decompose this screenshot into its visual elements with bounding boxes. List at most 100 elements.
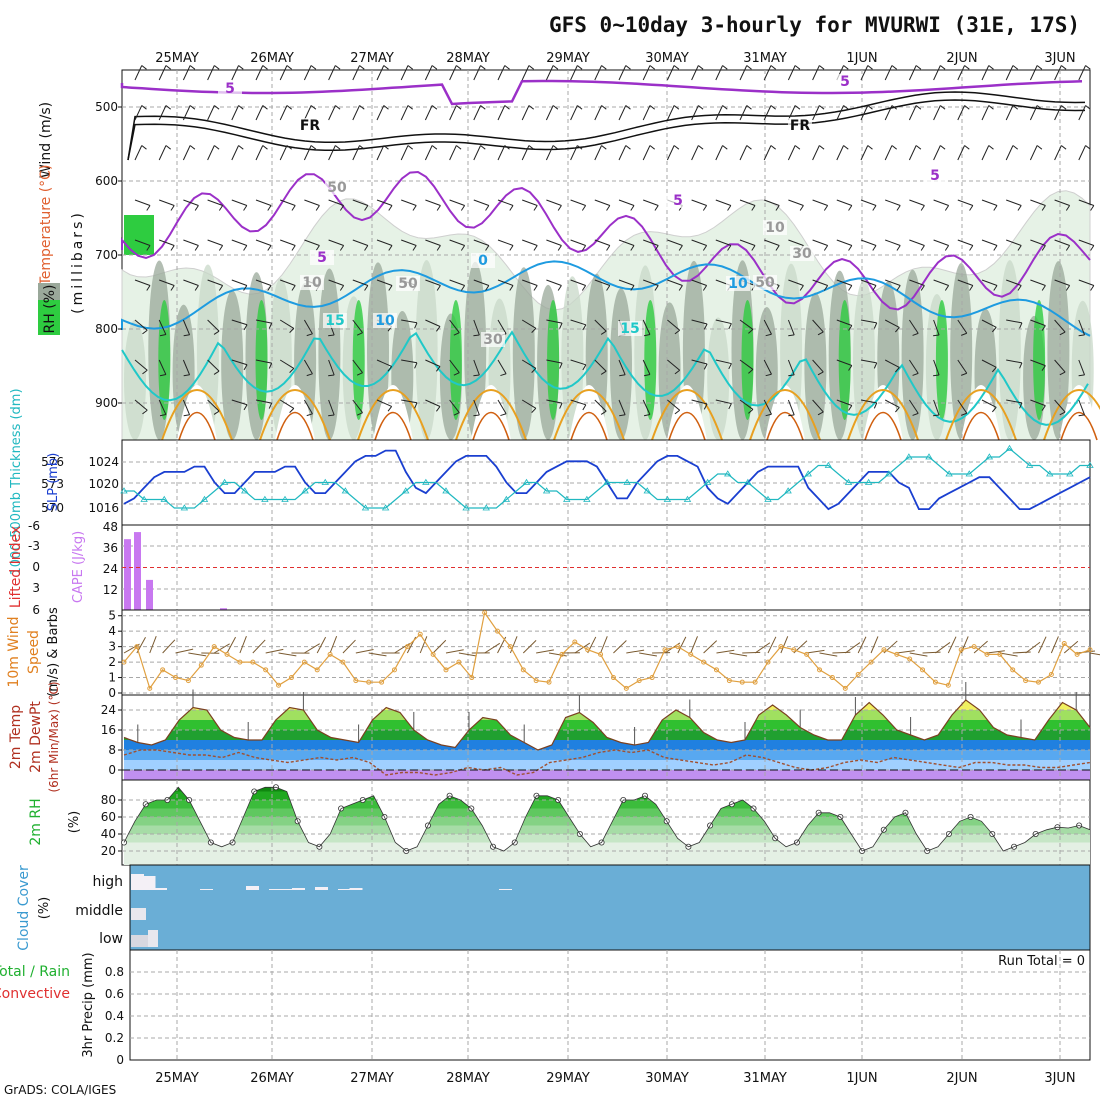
wind-barb	[691, 65, 699, 81]
wind-barb-flag	[310, 145, 317, 150]
wind-barb-flag	[1012, 105, 1018, 110]
wind-barb	[497, 239, 514, 246]
wind-barb-flag	[533, 205, 538, 211]
wind-barb-flag	[601, 65, 607, 70]
wind-barb	[570, 319, 587, 326]
wind-barb-flag	[243, 245, 248, 251]
wind-barb	[303, 319, 313, 335]
wind-barb	[1006, 239, 1022, 246]
wind-barb-flag	[823, 245, 829, 251]
wind-barb-flag	[387, 406, 393, 412]
wind10-barb	[484, 642, 501, 654]
contour-label: 5	[840, 74, 850, 90]
wind-barb-flag	[141, 145, 147, 150]
rh-blob	[221, 290, 244, 440]
cape-bar	[124, 539, 131, 610]
wind-barb	[545, 65, 554, 81]
wind-barb	[449, 145, 457, 161]
wind-barb	[860, 145, 869, 161]
y-tick-label: 0	[108, 763, 116, 777]
wind-barb-flag	[872, 285, 877, 291]
date-label: 25MAY	[155, 1071, 199, 1086]
wind10-point	[276, 682, 282, 688]
contour-20	[259, 389, 331, 441]
thickness-line	[124, 447, 1090, 509]
wind-barb	[134, 319, 148, 331]
contour-label: FR	[300, 118, 321, 134]
wind-barb	[255, 319, 272, 324]
wind-barb-flag	[262, 65, 268, 70]
wind-barb	[763, 105, 772, 121]
wind-barb	[909, 239, 925, 246]
wind-barb	[643, 239, 659, 246]
thickness-marker	[241, 487, 249, 494]
wind10-label-3: (m/s) & Barbs	[46, 607, 61, 697]
wind-barb-flag	[969, 245, 974, 251]
contour-label: 15	[620, 321, 639, 337]
wind-barb	[884, 145, 893, 161]
wind10-barb	[1063, 640, 1079, 654]
rh-green-column	[449, 300, 462, 420]
wind-barb-flag	[436, 366, 441, 372]
wind10-barb	[909, 652, 928, 657]
wind-barb	[328, 239, 344, 246]
contour-freezing	[127, 91, 1086, 161]
wind-barb	[134, 105, 143, 121]
wind-barb	[182, 105, 191, 121]
rh-blob	[901, 269, 924, 440]
wind10-barb	[1089, 652, 1100, 656]
wind-barb	[739, 105, 748, 121]
wind-barb-flag	[141, 105, 147, 110]
wind-barb	[642, 359, 651, 375]
wind-barb-flag	[867, 145, 873, 150]
wind-barb-flag	[473, 334, 480, 337]
wind10-point	[495, 628, 501, 634]
wind10-point	[804, 651, 810, 657]
contour-20	[1043, 389, 1100, 441]
wind10-point	[160, 667, 166, 673]
wind-barb-flag	[794, 105, 801, 110]
wind-barb	[182, 359, 191, 375]
precip-tick: 0.8	[105, 965, 124, 979]
wind-barb-flag	[1090, 205, 1095, 211]
wind-barb	[231, 199, 248, 206]
wind10-point	[211, 644, 217, 650]
wind-barb-flag	[504, 105, 510, 110]
wind-barb	[836, 105, 845, 121]
wind-barb-flag	[500, 373, 507, 377]
label-bg	[218, 81, 242, 96]
wind-barb-flag	[328, 414, 335, 417]
wind-barb	[836, 145, 845, 161]
wind-barb-flag	[1059, 371, 1066, 376]
wind10-speed-line	[121, 610, 1093, 691]
wind-barb	[473, 199, 490, 206]
wind-barb	[134, 65, 143, 81]
wind-barb	[812, 105, 820, 121]
wind-barb	[352, 145, 361, 161]
wind-barb	[691, 105, 699, 121]
wind-barb-flag	[606, 285, 611, 291]
wind-barb	[521, 65, 530, 81]
wind-barb-flag	[559, 362, 563, 369]
rh-blob	[124, 320, 146, 440]
wind-barb-flag	[388, 205, 393, 211]
wind-barb-flag	[531, 407, 537, 413]
rh-green-patch	[124, 215, 154, 255]
wind-barb	[328, 399, 335, 416]
wind-barb	[207, 359, 220, 372]
label-bg	[323, 313, 347, 328]
rh-axis: 80 60 40 20	[101, 793, 122, 858]
wind-barb-flag	[339, 285, 345, 291]
wind-barb	[207, 199, 223, 206]
wind10-barb	[1025, 641, 1041, 654]
wind-barb-flag	[1090, 245, 1095, 251]
wind-barb-flag	[291, 205, 296, 211]
wind-barb	[933, 199, 949, 206]
wind-barb-flag	[643, 374, 651, 377]
label-bg	[396, 276, 420, 291]
wind10-barb	[639, 652, 658, 657]
wind-barb-flag	[581, 285, 587, 291]
cloud-high-bar	[349, 888, 363, 890]
wind-barb-flag	[1059, 411, 1066, 416]
wind10-barb	[780, 636, 789, 654]
